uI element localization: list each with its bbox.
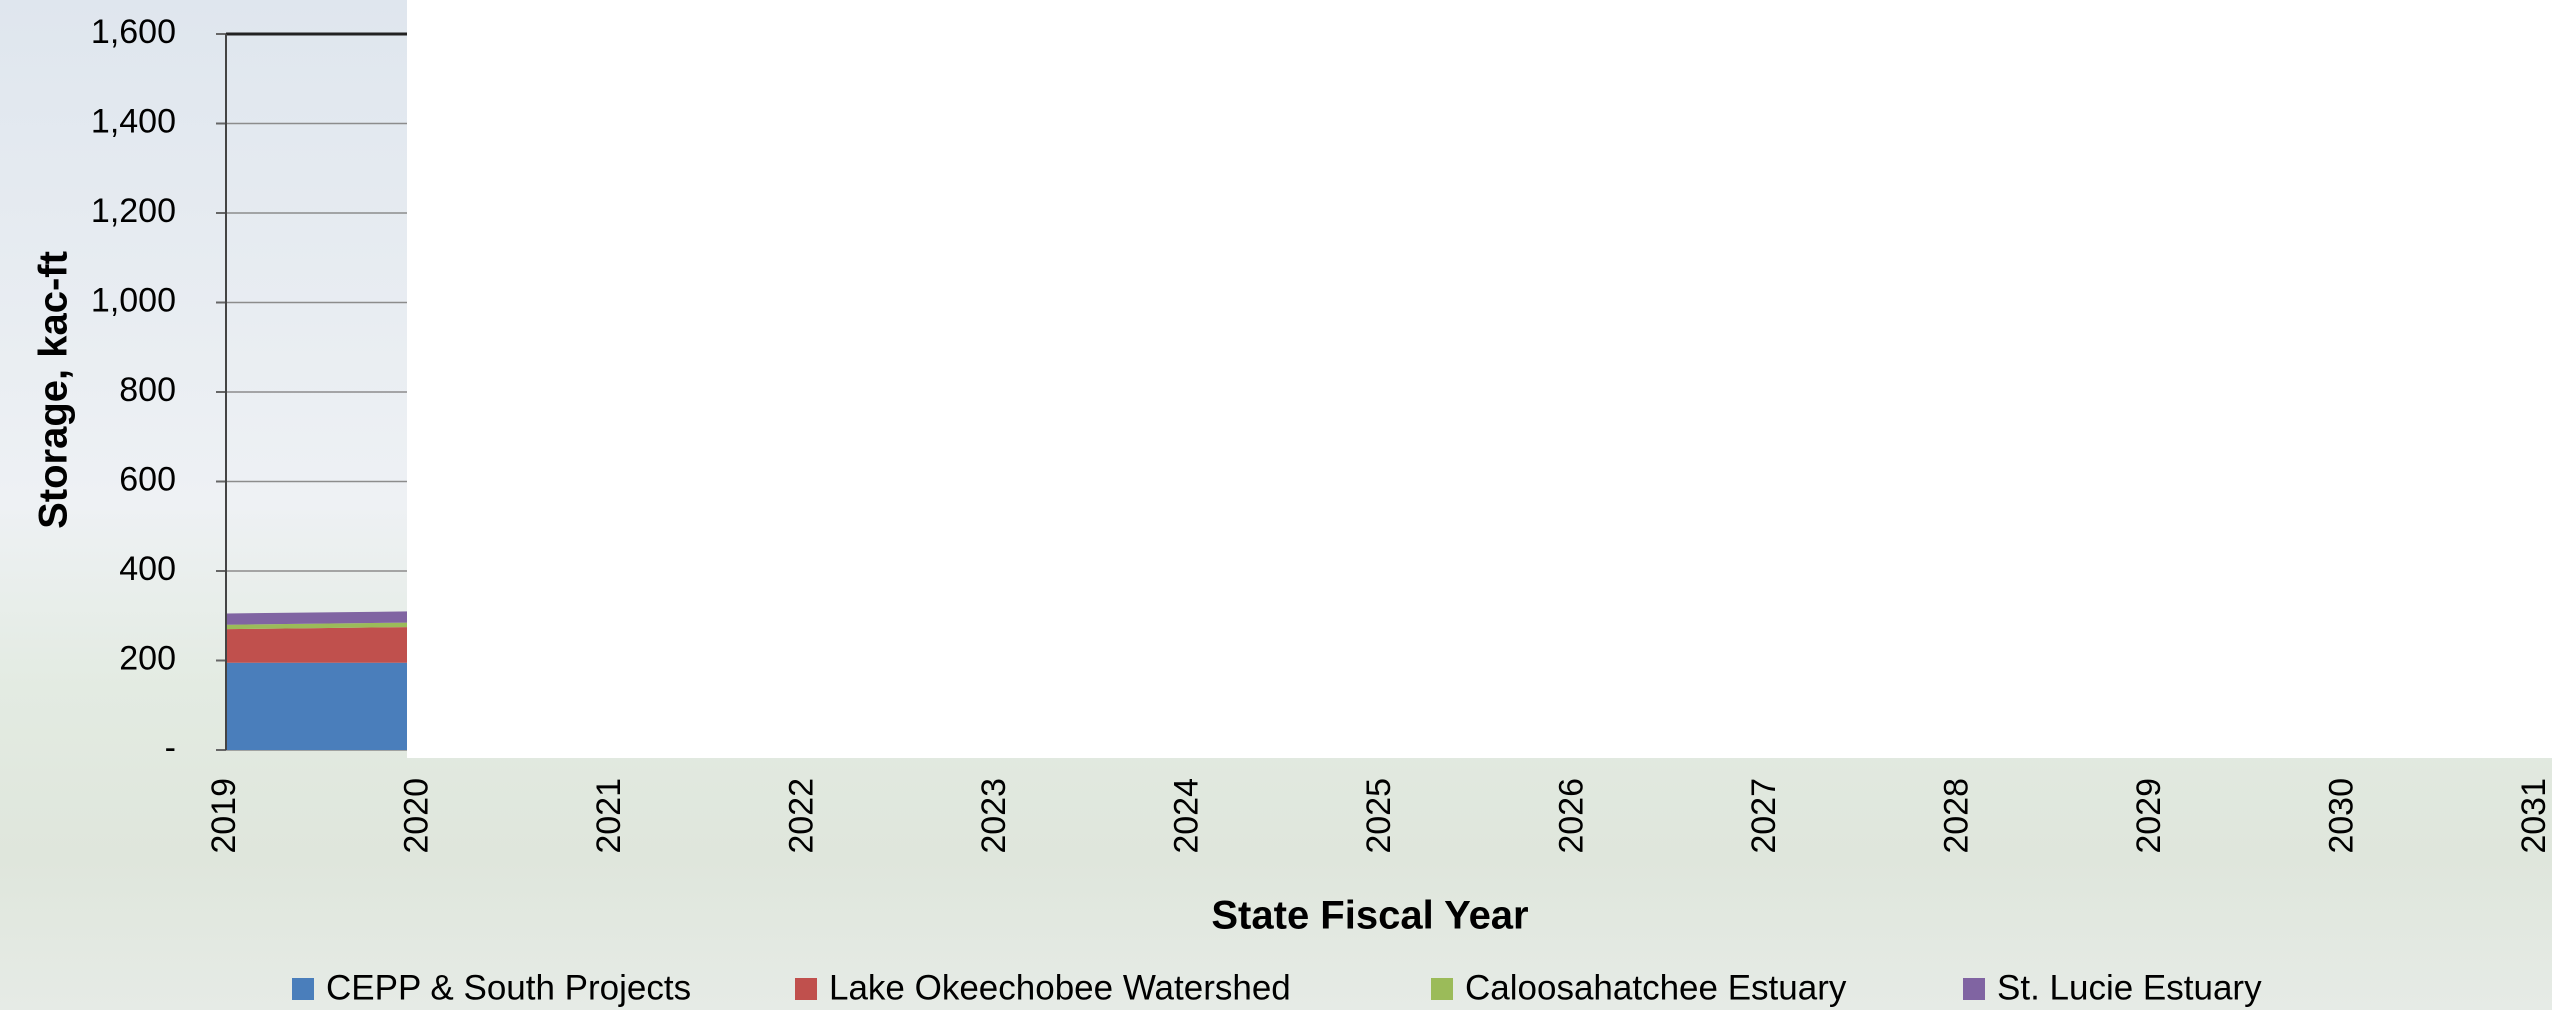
legend-swatch	[1431, 978, 1453, 1000]
x-tick-label: 2029	[2130, 778, 2168, 854]
legend-swatch	[1963, 978, 1985, 1000]
x-tick-label: 2026	[1552, 778, 1590, 854]
x-tick-label: 2021	[590, 778, 628, 854]
y-tick-label: 200	[119, 639, 176, 677]
x-tick-label: 2027	[1745, 778, 1783, 854]
y-axis-title: Storage, kac-ft	[32, 251, 76, 529]
x-tick-label: 2022	[782, 778, 820, 854]
y-tick-label: 600	[119, 460, 176, 498]
cover	[407, 0, 2552, 758]
y-tick-label: 1,400	[91, 102, 176, 140]
x-axis-title: State Fiscal Year	[1211, 894, 1528, 938]
area	[226, 622, 419, 630]
x-tick-label: 2028	[1937, 778, 1975, 854]
area	[226, 626, 419, 663]
legend-label: CEPP & South Projects	[326, 968, 691, 1007]
x-tick-label: 2023	[975, 778, 1013, 854]
y-tick-label: 400	[119, 550, 176, 588]
y-tick-label: 1,600	[91, 13, 176, 51]
legend-label: Lake Okeechobee Watershed	[829, 968, 1291, 1007]
area	[226, 662, 419, 750]
legend-label: Caloosahatchee Estuary	[1465, 968, 1847, 1007]
area	[226, 611, 419, 625]
x-tick-label: 2030	[2322, 778, 2360, 854]
legend-swatch	[795, 978, 817, 1000]
x-tick-label: 2025	[1360, 778, 1398, 854]
x-tick-label: 2020	[397, 778, 435, 854]
y-tick-label: -	[165, 729, 176, 767]
legend-swatch	[292, 978, 314, 1000]
x-tick-label: 2024	[1167, 778, 1205, 854]
y-tick-label: 800	[119, 371, 176, 409]
x-tick-label: 2019	[205, 778, 243, 854]
legend-label: St. Lucie Estuary	[1997, 968, 2262, 1007]
y-tick-label: 1,200	[91, 192, 176, 230]
x-tick-label: 2031	[2515, 778, 2552, 854]
y-tick-label: 1,000	[91, 281, 176, 319]
